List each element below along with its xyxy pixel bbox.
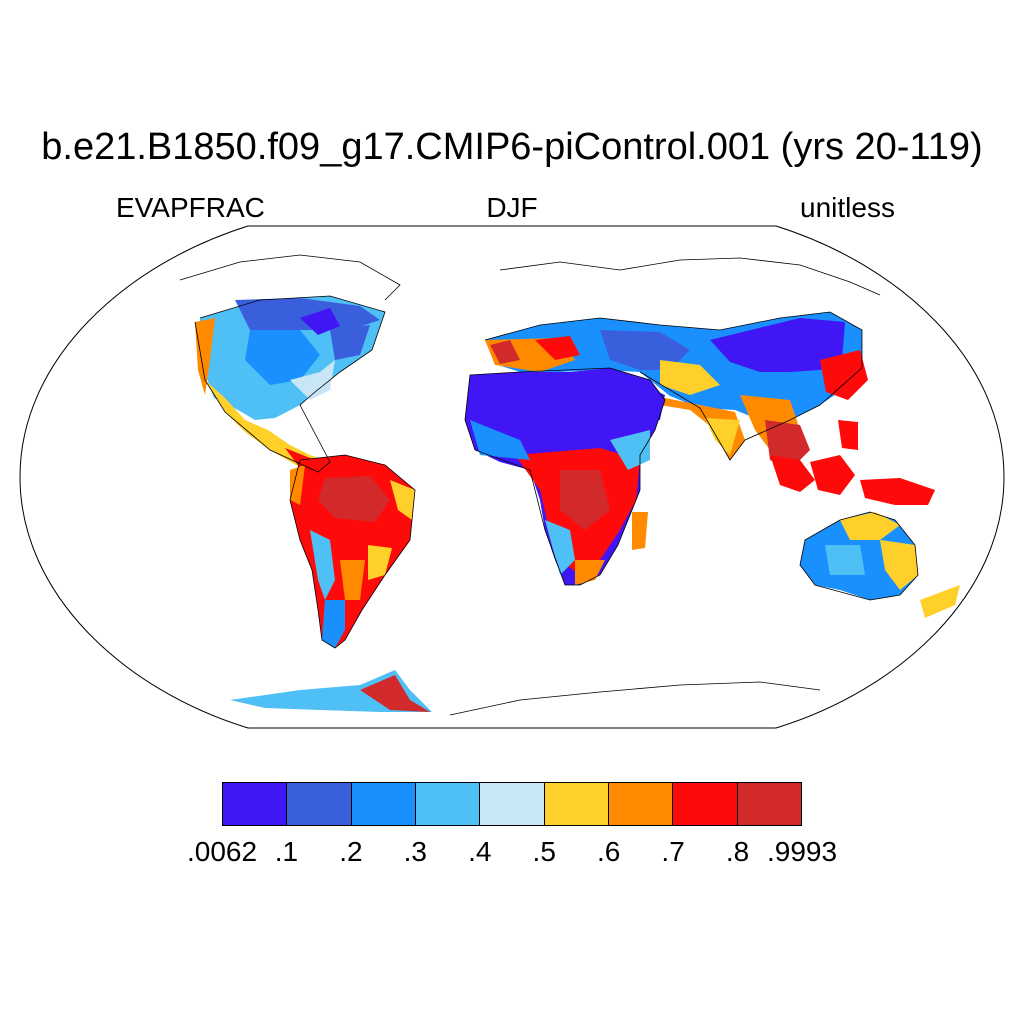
australia xyxy=(800,512,960,618)
colorbar-segment xyxy=(737,783,801,825)
colorbar-tick-label: .3 xyxy=(403,836,428,867)
colorbar-segment xyxy=(415,783,481,825)
colorbar-tick-label: .5 xyxy=(532,836,556,867)
colorbar-tick-label: .9993 xyxy=(766,836,838,867)
season-label: DJF xyxy=(486,192,538,223)
coastlines xyxy=(179,254,919,716)
eurasia xyxy=(485,312,868,470)
colorbar-tick-label: .6 xyxy=(596,836,621,867)
colorbar-segment xyxy=(287,783,352,825)
colorbar-segment xyxy=(480,783,545,825)
colorbar xyxy=(222,782,802,826)
colorbar-tick-label: .4 xyxy=(468,836,492,867)
colorbar-segment xyxy=(544,783,609,825)
colorbar-tick-label: .1 xyxy=(274,836,299,867)
colorbar-segment xyxy=(223,783,288,825)
plot-title: b.e21.B1850.f09_g17.CMIP6-piControl.001 … xyxy=(41,126,983,168)
colorbar-segment xyxy=(608,783,674,825)
variable-label: EVAPFRAC xyxy=(116,192,265,223)
colorbar-tick-label: .2 xyxy=(339,836,363,867)
globe-outline xyxy=(19,225,1005,729)
africa xyxy=(465,368,665,585)
south-america xyxy=(290,455,415,648)
colorbar-segment xyxy=(351,783,416,825)
colorbar-segment xyxy=(673,783,738,825)
antarctica xyxy=(230,670,432,712)
maritime-asia xyxy=(770,420,935,505)
colorbar-tick-label: .7 xyxy=(661,836,685,867)
colorbar-tick-label: .0062 xyxy=(186,836,258,867)
colorbar-tick-label: .8 xyxy=(725,836,750,867)
units-label: unitless xyxy=(800,192,895,223)
colorbar-ticks: .0062 .1 .2 .3 .4 .5 .6 .7 .8 .9993 xyxy=(0,836,1024,876)
